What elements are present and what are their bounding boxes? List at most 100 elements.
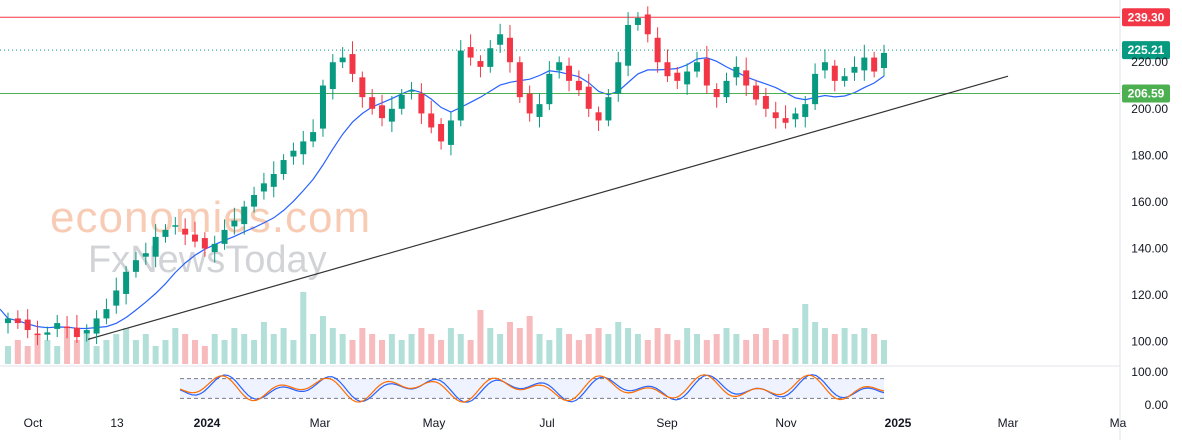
candle-body [812, 73, 819, 105]
candle-body [753, 85, 760, 100]
volume-bars [5, 292, 887, 364]
volume-bar [398, 340, 405, 364]
volume-bar [664, 334, 671, 364]
volume-bar [723, 328, 730, 364]
candle-body [831, 65, 838, 81]
volume-bar [241, 334, 248, 364]
candle-body [83, 330, 90, 334]
volume-bar [201, 346, 208, 364]
trendline-line [87, 75, 1009, 340]
price-tick-label: 140.00 [1131, 242, 1168, 256]
candle-body [881, 52, 887, 69]
candle-body [241, 206, 248, 225]
volume-bar [24, 346, 31, 364]
candle-body [290, 150, 297, 157]
candle-body [772, 112, 779, 119]
candle-body [664, 62, 671, 77]
volume-bar [408, 334, 415, 364]
volume-bar [851, 334, 858, 364]
time-tick-label: Mar [310, 416, 331, 430]
volume-bar [211, 334, 218, 364]
volume-bar [339, 334, 346, 364]
volume-bar [644, 340, 651, 364]
svg-text:economies.com: economies.com [50, 193, 371, 242]
candle-body [211, 243, 218, 253]
volume-bar [634, 334, 641, 364]
time-tick-label: Sep [656, 416, 678, 430]
volume-bar [733, 334, 740, 364]
candle-body [329, 62, 336, 90]
volume-bar [861, 328, 868, 364]
volume-bar [447, 328, 454, 364]
volume-bar [319, 316, 326, 364]
candle-body [526, 93, 533, 114]
candle-body [477, 61, 484, 67]
volume-bar [693, 334, 700, 364]
candle-body [152, 236, 159, 257]
volume-bar [270, 334, 277, 364]
candle-body [585, 86, 592, 109]
volume-bar [369, 334, 376, 364]
candle-body [693, 62, 700, 72]
volume-bar [526, 316, 533, 364]
candle-body [113, 290, 120, 306]
candle-body [674, 72, 681, 81]
candle-body [398, 94, 405, 109]
volume-bar [566, 334, 573, 364]
volume-bar [792, 328, 799, 364]
candle-body [132, 260, 139, 272]
volume-bar [546, 340, 553, 364]
price-tick-label: 160.00 [1131, 195, 1168, 209]
volume-bar [782, 334, 789, 364]
oscillator-tick-label: 100.00 [1131, 365, 1168, 379]
volume-bar [881, 340, 887, 364]
time-axis[interactable]: Oct 13 2024 Mar May Jul Sep Nov 2025 Mar Ma [24, 416, 1127, 430]
volume-bar [172, 328, 179, 364]
volume-bar [812, 322, 819, 364]
candle-body [821, 62, 828, 71]
candle-body [428, 113, 435, 128]
candle-body [349, 54, 356, 74]
candle-body [251, 194, 258, 207]
volume-bar [231, 328, 238, 364]
volume-bar [300, 292, 307, 364]
candle-body [762, 95, 769, 109]
volume-bar [359, 328, 366, 364]
candle-body [723, 80, 730, 98]
price-axis[interactable]: 100.00 120.00 140.00 160.00 180.00 200.00 220.… [1131, 55, 1168, 348]
candle-body [73, 327, 80, 338]
candle-body [231, 220, 238, 227]
candle-body [300, 141, 307, 155]
candle-body [605, 97, 612, 121]
candle-body [556, 62, 563, 71]
price-tick-label: 100.00 [1131, 335, 1168, 349]
candle-body [172, 225, 179, 227]
volume-bar [684, 328, 691, 364]
volume-bar [595, 328, 602, 364]
oscillator-tick-label: 0.00 [1145, 398, 1169, 412]
candle-body [142, 253, 149, 257]
candle-body [339, 57, 346, 63]
volume-bar [713, 334, 720, 364]
candle-body [162, 229, 169, 237]
candle-body [497, 34, 504, 45]
trendline[interactable] [87, 75, 1009, 340]
candles [5, 6, 887, 346]
candle-body [684, 71, 691, 85]
candle-body [369, 97, 376, 109]
price-tick-label: 200.00 [1131, 102, 1168, 116]
horizontal-levels[interactable]: 239.30 225.21 206.59 [0, 8, 1170, 103]
time-tick-label: 13 [110, 416, 124, 430]
volume-bar [703, 340, 710, 364]
candle-body [644, 14, 651, 35]
watermark-logo: economies.com FxNewsToday [50, 193, 371, 281]
candle-body [44, 332, 51, 335]
candle-body [408, 90, 415, 92]
candle-body [654, 37, 661, 63]
volume-bar [280, 328, 287, 364]
volume-bar [64, 328, 71, 364]
volume-bar [192, 340, 199, 364]
candle-body [388, 108, 395, 122]
